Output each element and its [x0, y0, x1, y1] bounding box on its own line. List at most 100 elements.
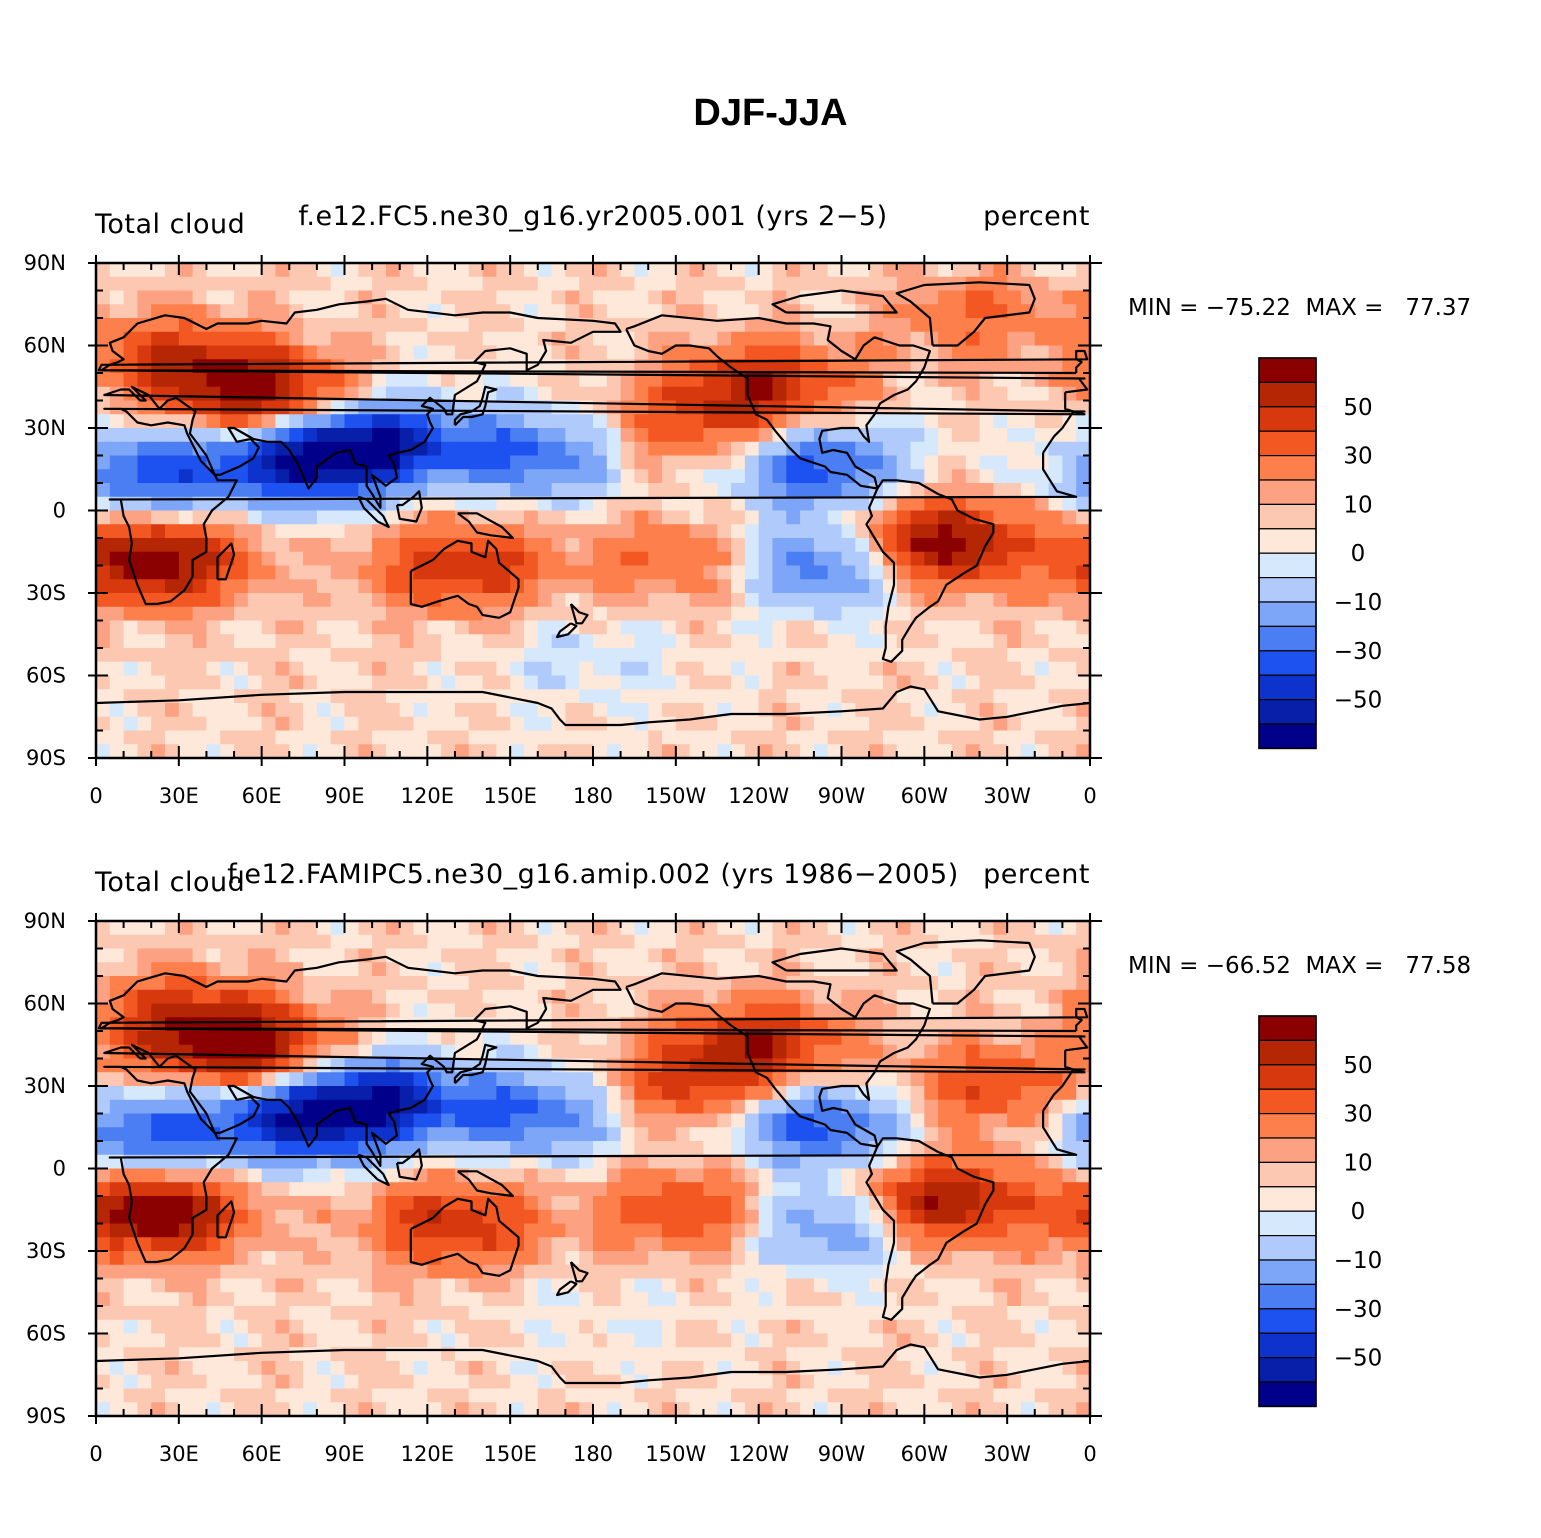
field-cell — [1062, 565, 1077, 580]
field-cell — [731, 948, 746, 963]
field-cell — [1062, 1306, 1077, 1321]
field-cell — [537, 469, 553, 484]
field-cell — [634, 1113, 649, 1128]
field-cell — [96, 1127, 111, 1142]
field-cell — [510, 606, 525, 622]
field-cell — [1020, 1319, 1036, 1335]
field-cell — [96, 524, 111, 539]
field-cell — [137, 1306, 152, 1321]
field-cell — [234, 962, 249, 977]
field-cell — [606, 1003, 622, 1018]
field-cell — [247, 1113, 263, 1128]
field-cell — [330, 565, 346, 580]
field-cell — [786, 1127, 801, 1142]
field-cell — [247, 730, 263, 745]
field-cell — [731, 620, 746, 635]
field-cell — [869, 703, 884, 718]
field-cell — [841, 386, 856, 402]
field-cell — [938, 538, 953, 553]
field-cell — [192, 661, 208, 677]
field-cell — [1062, 1113, 1077, 1128]
field-cell — [620, 538, 636, 553]
field-cell — [123, 579, 139, 594]
field-cell — [882, 276, 898, 292]
field-cell — [979, 962, 994, 977]
field-cell — [606, 1127, 622, 1142]
field-cell — [1020, 1168, 1036, 1183]
field-cell — [1034, 661, 1050, 677]
field-cell — [482, 538, 497, 553]
field-cell — [234, 1141, 249, 1156]
field-cell — [523, 989, 539, 1005]
field-cell — [537, 414, 553, 429]
field-cell — [510, 620, 525, 635]
x-tick-label: 30E — [159, 784, 199, 808]
field-cell — [427, 1223, 442, 1238]
field-cell — [882, 1031, 898, 1046]
field-cell — [468, 428, 484, 443]
field-cell — [1048, 948, 1063, 963]
field-cell — [772, 1127, 787, 1142]
field-cell — [316, 1223, 332, 1238]
field-cell — [413, 976, 428, 991]
field-cell — [123, 948, 139, 963]
field-cell — [744, 1017, 760, 1032]
field-cell — [137, 703, 152, 718]
field-cell — [882, 538, 898, 553]
field-cell — [979, 345, 994, 360]
field-cell — [1076, 1292, 1091, 1307]
field-cell — [579, 744, 594, 759]
field-cell — [303, 496, 318, 512]
field-cell — [827, 1278, 843, 1293]
field-cell — [372, 716, 387, 732]
field-cell — [316, 1182, 332, 1197]
field-cell — [593, 1182, 608, 1197]
field-cell — [413, 455, 428, 470]
field-cell — [234, 373, 249, 388]
field-cell — [965, 1264, 981, 1280]
field-cell — [565, 648, 580, 663]
field-cell — [1034, 1306, 1050, 1321]
field-cell — [965, 1031, 981, 1046]
field-cell — [855, 1306, 870, 1321]
field-cell — [413, 744, 428, 759]
field-cell — [289, 400, 304, 415]
field-cell — [869, 579, 884, 594]
field-cell — [593, 1003, 608, 1018]
field-cell — [275, 304, 290, 319]
field-cell — [151, 593, 166, 608]
field-cell — [165, 455, 180, 470]
field-cell — [523, 620, 539, 635]
field-cell — [606, 414, 622, 429]
field-cell — [827, 1154, 843, 1170]
field-cell — [96, 1251, 111, 1266]
field-cell — [717, 276, 732, 292]
field-cell — [882, 565, 898, 580]
field-cell — [993, 524, 1008, 539]
field-cell — [813, 921, 829, 936]
field-cell — [675, 744, 691, 759]
field-cell — [717, 1223, 732, 1238]
field-cell — [731, 1264, 746, 1280]
field-cell — [468, 661, 484, 677]
field-cell — [1034, 730, 1050, 745]
field-cell — [689, 661, 705, 677]
field-cell — [882, 441, 898, 457]
field-cell — [703, 276, 718, 292]
field-cell — [427, 510, 442, 525]
field-cell — [910, 634, 925, 649]
field-cell — [482, 1031, 497, 1046]
field-cell — [510, 1196, 525, 1211]
field-cell — [979, 414, 994, 429]
field-cell — [938, 1223, 953, 1238]
field-cell — [606, 921, 622, 936]
field-cell — [620, 483, 636, 498]
field-cell — [316, 744, 332, 759]
field-cell — [869, 414, 884, 429]
field-cell — [593, 1113, 608, 1128]
field-cell — [717, 661, 732, 677]
field-cell — [689, 1113, 705, 1128]
field-cell — [744, 634, 760, 649]
field-cell — [413, 1072, 428, 1087]
field-cell — [648, 593, 663, 608]
